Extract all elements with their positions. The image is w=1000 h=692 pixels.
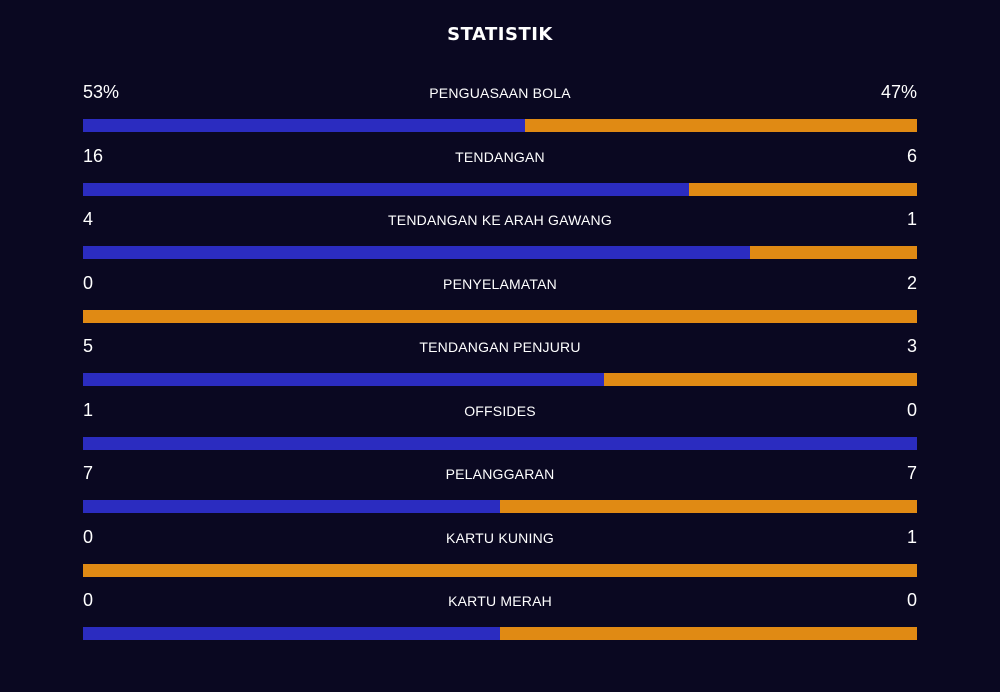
stat-name: TENDANGAN (455, 148, 545, 165)
away-bar (525, 119, 917, 132)
comparison-bar (83, 309, 917, 323)
stat-row-offsides: 1 OFFSIDES 0 (83, 398, 917, 462)
comparison-bar (83, 563, 917, 577)
away-value: 6 (906, 145, 917, 166)
away-value: 0 (906, 399, 917, 420)
comparison-bar (83, 246, 917, 259)
stat-name: PENGUASAAN BOLA (429, 85, 571, 101)
home-bar (83, 500, 500, 513)
away-bar (689, 182, 917, 196)
away-bar (750, 246, 917, 259)
away-value: 3 (906, 336, 917, 356)
stat-name: KARTU MERAH (448, 593, 552, 609)
stat-name: TENDANGAN PENJURU (419, 339, 581, 355)
home-value: 53% (83, 82, 120, 102)
comparison-bar (83, 182, 917, 196)
stat-row-kartu-merah: 0 KARTU MERAH 0 (83, 588, 917, 652)
panel-title: STATISTIK (447, 24, 553, 45)
home-bar (83, 182, 690, 196)
comparison-bar (83, 373, 917, 386)
away-value: 0 (906, 590, 917, 610)
away-value: 1 (906, 209, 917, 229)
home-bar (83, 627, 500, 640)
comparison-bar (83, 119, 917, 132)
away-bar (500, 627, 917, 640)
home-bar (83, 246, 751, 259)
stat-name: TENDANGAN KE ARAH GAWANG (388, 212, 612, 228)
stat-name: OFFSIDES (464, 402, 536, 419)
home-value: 16 (83, 145, 104, 166)
comparison-bar (83, 627, 917, 640)
stat-row-tendangan-penjuru: 5 TENDANGAN PENJURU 3 (83, 334, 917, 398)
stat-row-penyelamatan: 0 PENYELAMATAN 2 (83, 271, 917, 335)
stat-row-kartu-kuning: 0 KARTU KUNING 1 (83, 525, 917, 589)
away-value: 1 (906, 526, 917, 547)
stat-name: PELANGGARAN (445, 466, 555, 482)
home-value: 1 (83, 399, 94, 420)
stat-row-tendangan-ke-arah-gawang: 4 TENDANGAN KE ARAH GAWANG 1 (83, 207, 917, 271)
stat-name: PENYELAMATAN (443, 275, 557, 292)
away-bar (604, 373, 917, 386)
home-value: 5 (83, 336, 94, 356)
stat-row-pelanggaran: 7 PELANGGARAN 7 (83, 461, 917, 525)
away-bar (500, 500, 917, 513)
stats-list: 53% PENGUASAAN BOLA 47% 16 TENDANGAN 6 (83, 80, 917, 652)
home-value: 0 (83, 272, 94, 293)
home-bar (83, 119, 526, 132)
away-bar (83, 563, 917, 577)
home-bar (83, 436, 917, 450)
home-value: 4 (83, 209, 94, 229)
comparison-bar (83, 436, 917, 450)
away-value: 47% (880, 82, 917, 102)
home-value: 0 (83, 526, 94, 547)
stat-name: KARTU KUNING (446, 529, 554, 546)
stat-row-tendangan: 16 TENDANGAN 6 (83, 144, 917, 208)
away-value: 7 (906, 463, 917, 483)
comparison-bar (83, 500, 917, 513)
stat-row-penguasaan-bola: 53% PENGUASAAN BOLA 47% (83, 80, 917, 144)
away-bar (83, 309, 917, 323)
home-bar (83, 373, 605, 386)
away-value: 2 (906, 272, 917, 293)
home-value: 7 (83, 463, 94, 483)
home-value: 0 (83, 590, 94, 610)
